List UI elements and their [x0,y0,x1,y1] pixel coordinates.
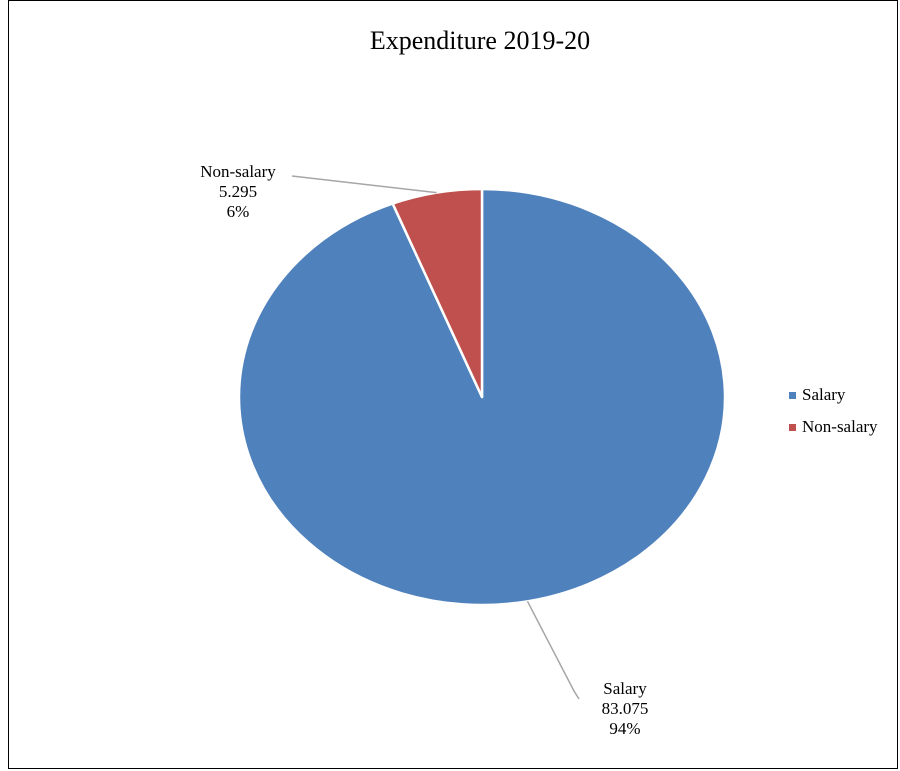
pie-slices [237,187,727,607]
chart-title: Expenditure 2019-20 [370,26,590,55]
leader-line-salary [526,600,580,700]
data-label-salary-percent: 94% [609,719,640,738]
legend-label-salary: Salary [802,385,846,404]
data-label-salary-category: Salary [603,679,647,698]
data-label-non-salary-category: Non-salary [200,162,276,181]
data-label-non-salary-value: 5.295 [219,182,257,201]
pie-chart: Expenditure 2019-20 Salary83.07594%Non-s… [200,26,878,738]
data-label-salary-value: 83.075 [602,699,649,718]
chart-frame: Expenditure 2019-20 Salary 83.075 94% Non-s… [8,0,898,769]
legend-swatch-salary [789,392,796,399]
data-label-non-salary-percent: 6% [227,202,250,221]
legend-label-non-salary: Non-salary [802,417,878,436]
legend: Salary Non-salary [789,385,878,436]
leader-line-non-salary [291,175,437,194]
legend-swatch-non-salary [789,424,796,431]
